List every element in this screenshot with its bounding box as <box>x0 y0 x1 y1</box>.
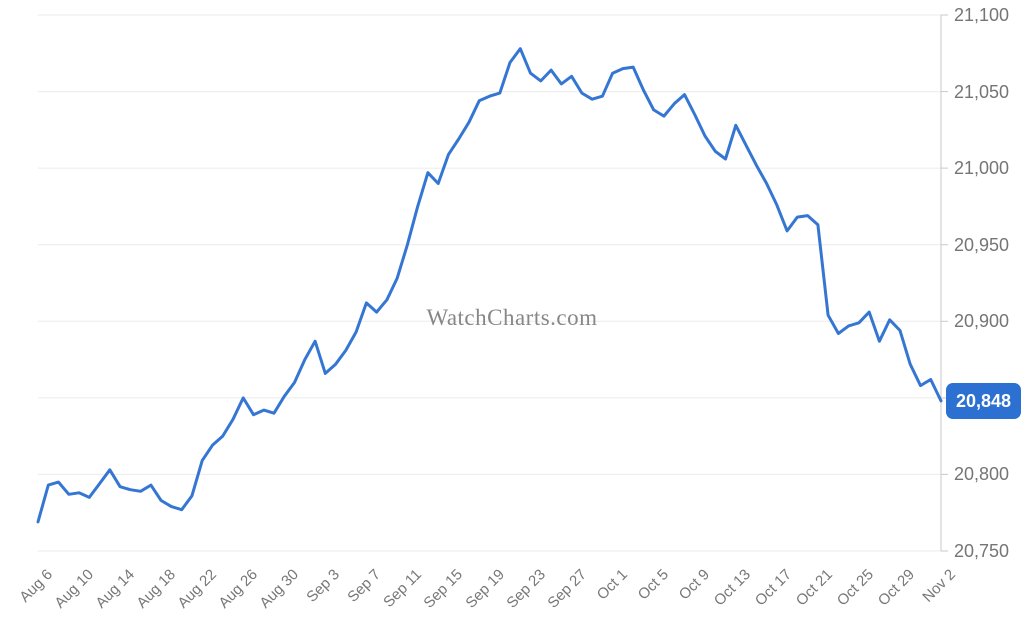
y-tick-label: 21,050 <box>954 81 1010 102</box>
y-tick-label: 20,950 <box>954 234 1010 255</box>
y-tick-label: 20,900 <box>954 311 1010 332</box>
y-tick-label: 20,750 <box>954 541 1010 561</box>
watermark: WatchCharts.com <box>426 305 598 330</box>
price-line[interactable] <box>36 47 943 524</box>
y-tick-label: 21,100 <box>954 5 1010 25</box>
y-tick-label: 21,000 <box>954 158 1010 179</box>
current-price-value: 20,848 <box>956 390 1012 411</box>
current-price-badge: 20,848 <box>946 382 1022 419</box>
y-tick-label: 20,800 <box>954 464 1010 485</box>
